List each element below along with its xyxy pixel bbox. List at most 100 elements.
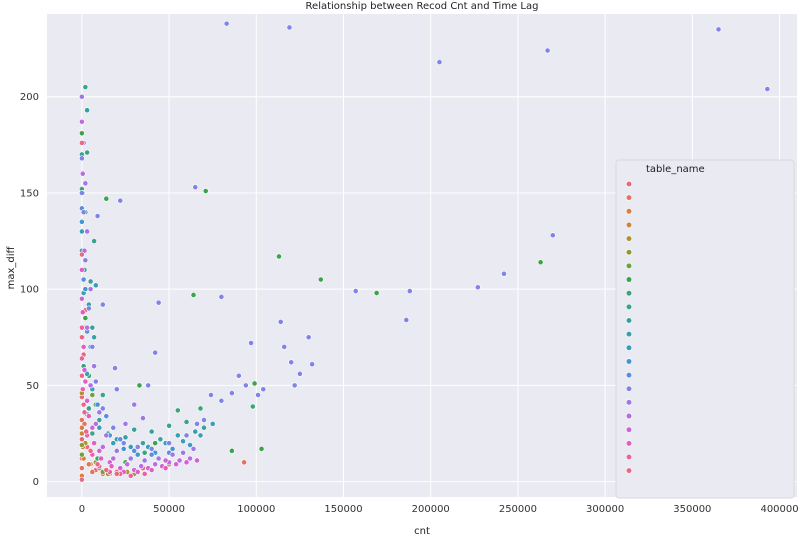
data-point (241, 459, 247, 466)
data-point (84, 149, 91, 156)
data-point (89, 469, 96, 475)
data-point (373, 290, 380, 296)
data-point (180, 438, 186, 445)
data-point (309, 361, 316, 368)
legend-marker (625, 331, 633, 338)
data-point (78, 451, 85, 458)
data-point (94, 461, 101, 468)
data-point (209, 420, 216, 427)
x-tick-label: 150000 (324, 504, 362, 515)
data-point (113, 471, 120, 477)
data-point (110, 440, 117, 447)
data-point (82, 286, 89, 293)
data-point (140, 415, 146, 421)
data-point (96, 409, 103, 416)
data-point (78, 251, 85, 258)
legend-marker (625, 221, 633, 229)
data-point (84, 397, 91, 404)
data-point (78, 355, 85, 362)
data-point (197, 405, 204, 412)
data-point (228, 447, 235, 454)
data-point (78, 118, 85, 125)
data-point (715, 26, 722, 33)
data-point (117, 465, 124, 472)
data-point (134, 451, 141, 458)
legend-marker (625, 290, 633, 297)
data-point (127, 444, 134, 450)
data-point (79, 170, 86, 177)
data-point (291, 382, 298, 389)
data-point (80, 343, 87, 350)
data-point (251, 380, 258, 387)
data-point (255, 392, 261, 398)
data-point (82, 257, 89, 264)
data-point (78, 130, 85, 137)
data-point (78, 465, 85, 472)
data-point (176, 457, 183, 464)
data-point (183, 419, 190, 425)
data-point (162, 457, 169, 464)
data-point (103, 467, 110, 473)
x-tick-label: 350000 (673, 504, 711, 515)
data-point (134, 444, 141, 450)
data-point (82, 84, 89, 91)
data-point (148, 451, 155, 458)
data-point (89, 430, 96, 437)
legend-marker (625, 249, 633, 256)
data-point (124, 461, 131, 468)
data-point (145, 382, 152, 389)
data-point (152, 440, 159, 447)
data-point (78, 267, 85, 273)
y-tick-label: 50 (26, 381, 39, 392)
data-point (91, 440, 97, 447)
data-point (92, 282, 99, 289)
data-point (194, 420, 200, 427)
data-point (141, 457, 148, 464)
data-point (83, 428, 90, 435)
data-point (141, 449, 148, 456)
data-point (764, 86, 771, 92)
data-point (202, 188, 209, 194)
data-point (78, 93, 85, 100)
data-point (305, 334, 312, 341)
data-point (120, 440, 127, 447)
data-point (537, 259, 544, 266)
data-point (78, 190, 85, 196)
legend: table_name (615, 159, 795, 499)
x-tick-label: 0 (79, 504, 85, 515)
data-point (78, 140, 85, 146)
data-point (174, 432, 181, 439)
legend-marker (625, 276, 633, 283)
legend-marker (625, 317, 633, 324)
data-point (94, 401, 101, 408)
data-point (276, 253, 282, 260)
data-point (122, 420, 129, 427)
data-point (96, 447, 103, 454)
legend-marker (625, 399, 633, 406)
data-point (201, 424, 207, 431)
legend-marker (625, 344, 633, 351)
data-point (80, 401, 87, 408)
data-point (148, 467, 155, 473)
legend-marker (625, 467, 633, 474)
data-point (152, 349, 159, 356)
data-point (81, 367, 88, 373)
data-point (78, 476, 85, 483)
data-point (166, 422, 172, 429)
data-point (99, 444, 106, 450)
data-point (197, 432, 204, 439)
data-point (201, 417, 207, 423)
data-point (78, 372, 85, 379)
data-point (258, 445, 265, 452)
data-point (103, 432, 110, 439)
data-point (89, 392, 96, 398)
data-point (148, 428, 155, 435)
data-point (131, 426, 138, 433)
data-point (78, 155, 85, 162)
data-point (286, 24, 293, 31)
legend-box (615, 159, 795, 499)
x-axis-label: cnt (414, 526, 430, 537)
data-point (140, 440, 146, 447)
data-point (192, 184, 199, 191)
